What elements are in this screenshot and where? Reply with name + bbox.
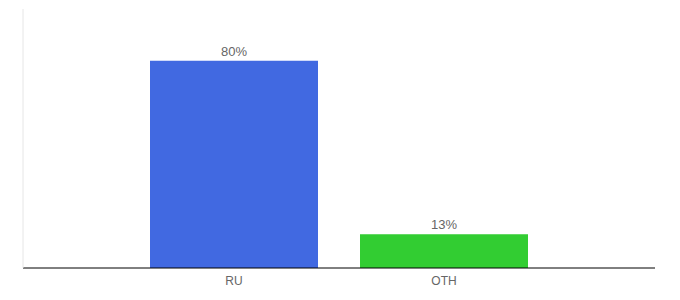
svg-text:RU: RU [225,274,242,288]
svg-text:13%: 13% [431,217,457,232]
svg-text:80%: 80% [221,44,247,59]
svg-text:OTH: OTH [431,274,456,288]
